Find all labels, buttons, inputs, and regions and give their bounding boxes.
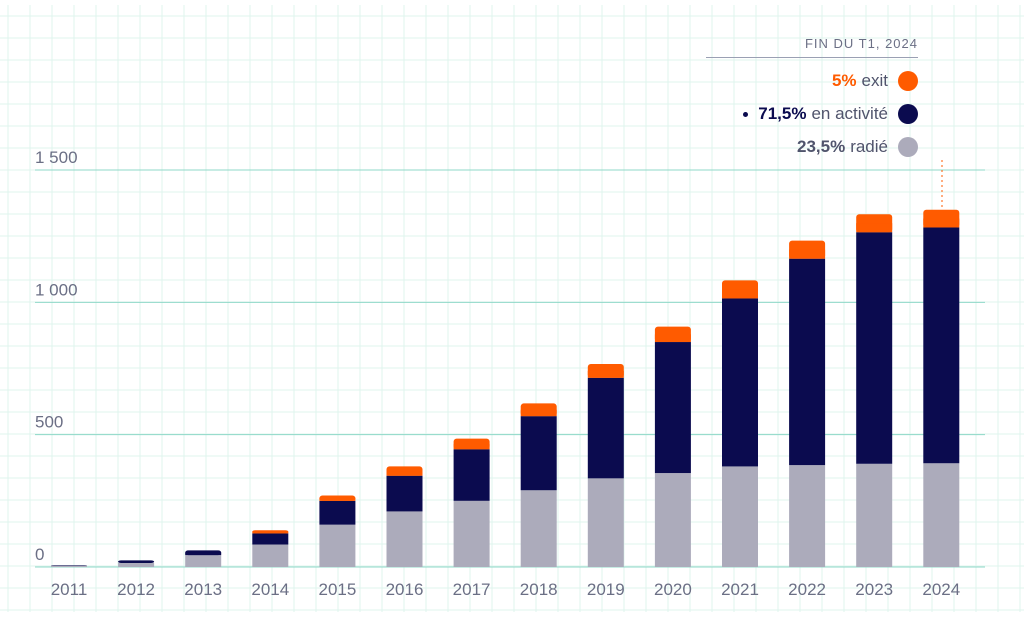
- bar-2015-en-activité: [319, 500, 356, 525]
- bar-2020-exit-base: [654, 334, 691, 343]
- y-tick-label: 500: [35, 413, 63, 432]
- bar-2023-exit-base: [856, 223, 893, 233]
- bar-2011-radié: [51, 565, 87, 567]
- legend-item-radie: 23,5% radié: [706, 137, 918, 157]
- bar-2014-en-activité: [252, 533, 289, 545]
- legend-item-exit: 5% exit: [706, 71, 918, 91]
- bar-2022-radié: [789, 465, 826, 567]
- x-tick-label: 2021: [721, 580, 759, 599]
- bar-2022-en-activité: [789, 258, 826, 466]
- bar-2023-radié: [856, 463, 893, 567]
- x-tick-label: 2023: [855, 580, 893, 599]
- y-tick-label: 0: [35, 545, 44, 564]
- bar-2018-exit-base: [520, 409, 557, 417]
- bar-2017-en-activité: [453, 449, 490, 501]
- x-tick-label: 2016: [386, 580, 424, 599]
- x-tick-label: 2019: [587, 580, 625, 599]
- x-tick-labels: 2011 2012 2013 2014 2015 2016 2017 2018 2019 2020…: [51, 580, 960, 599]
- bar-2014-exit-base: [252, 531, 289, 534]
- bar-2021-exit-base: [722, 289, 758, 299]
- bar-2016-exit-base: [386, 471, 423, 476]
- legend-active-pct: 71,5%: [758, 104, 807, 123]
- bar-2020-en-activité: [654, 342, 691, 474]
- legend-bullet-icon: [743, 111, 749, 117]
- bar-2023-en-activité: [856, 232, 893, 464]
- bar-2021-radié: [722, 466, 758, 567]
- x-tick-label: 2014: [251, 580, 289, 599]
- x-tick-label: 2024: [922, 580, 960, 599]
- bar-2018-en-activité: [520, 416, 557, 491]
- y-tick-label: 1 000: [35, 280, 78, 299]
- bar-2019-radié: [587, 478, 624, 567]
- legend-exit-swatch: [898, 71, 918, 91]
- legend-radie-pct: 23,5%: [796, 137, 846, 156]
- x-tick-label: 2015: [318, 580, 356, 599]
- bar-2021-en-activité: [722, 298, 758, 467]
- legend-radie-swatch: [898, 137, 918, 157]
- bar-2024-radié: [923, 463, 960, 567]
- legend-active-label: en activité: [811, 104, 888, 123]
- bar-2019-en-activité: [587, 377, 624, 479]
- x-tick-label: 2013: [184, 580, 222, 599]
- bar-2015-exit-base: [319, 498, 356, 501]
- bar-2013-en-activité-base: [185, 552, 222, 556]
- bar-2022-exit-base: [789, 249, 826, 259]
- bar-2016-en-activité: [386, 475, 423, 512]
- bar-2020-radié: [654, 473, 691, 567]
- bar-2015-radié: [319, 524, 356, 567]
- bar-2017-radié: [453, 500, 490, 567]
- bar-2024-exit-base: [923, 218, 960, 228]
- bars: [51, 209, 960, 567]
- legend-exit-pct: 5%: [831, 71, 857, 90]
- bar-2024-en-activité: [923, 227, 960, 464]
- bar-2019-exit-base: [587, 370, 624, 378]
- x-tick-label: 2018: [520, 580, 558, 599]
- bar-2011-en-activité: [51, 565, 87, 566]
- x-tick-label: 2017: [453, 580, 491, 599]
- bar-2018-radié: [520, 490, 557, 567]
- y-tick-label: 1 500: [35, 148, 78, 167]
- legend-exit-label: exit: [861, 71, 888, 90]
- x-tick-label: 2011: [51, 580, 88, 599]
- legend-title: FIN DU T1, 2024: [706, 36, 918, 58]
- bar-2012-radié: [118, 563, 155, 567]
- legend-radie-label: radié: [850, 137, 888, 156]
- bar-2016-radié: [386, 511, 423, 567]
- bar-2014-radié: [252, 544, 289, 567]
- x-tick-label: 2022: [788, 580, 826, 599]
- legend: FIN DU T1, 2024 5% exit 71,5% en activit…: [706, 36, 918, 157]
- bar-2012-en-activité: [118, 560, 155, 564]
- y-tick-labels: 0 500 1 000 1 500: [35, 148, 78, 564]
- x-tick-label: 2020: [654, 580, 692, 599]
- bar-2013-radié: [185, 555, 222, 567]
- bar-2017-exit-base: [453, 443, 490, 450]
- legend-active-swatch: [898, 104, 918, 124]
- x-tick-label: 2012: [117, 580, 155, 599]
- legend-item-active: 71,5% en activité: [706, 104, 918, 124]
